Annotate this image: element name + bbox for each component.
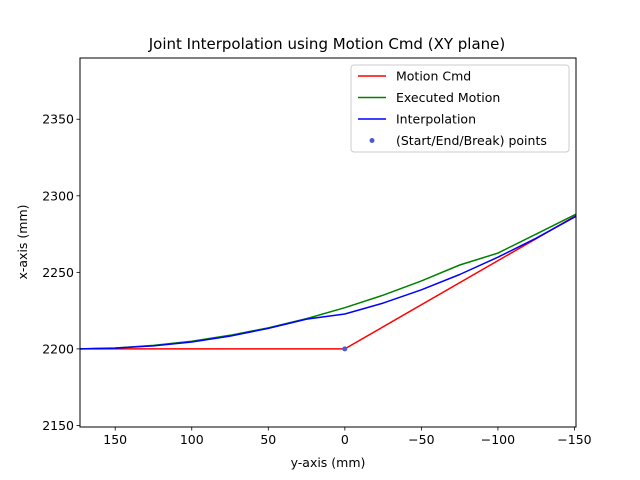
- x-tick-label: 50: [260, 432, 276, 447]
- x-tick-label: 150: [103, 432, 127, 447]
- x-tick-label: −50: [408, 432, 434, 447]
- legend: Motion Cmd Executed Motion Interpolation (S…: [350, 64, 570, 153]
- y-tick-label: 2350: [42, 112, 74, 127]
- legend-swatch: [369, 138, 375, 143]
- series-line-interpolation: [79, 215, 577, 350]
- y-axis-label: x-axis (mm): [15, 204, 30, 279]
- x-tick-label: 0: [341, 432, 349, 447]
- axis-ticks: 150 100 50 0 −50 −100 −150 2150 2200 2250 2300 2350: [42, 112, 591, 447]
- x-tick-label: −100: [481, 432, 515, 447]
- chart-title: Joint Interpolation using Motion Cmd (XY…: [148, 35, 506, 53]
- y-tick-label: 2200: [42, 341, 74, 356]
- x-axis-label: y-axis (mm): [291, 455, 366, 470]
- legend-entries: Motion Cmd Executed Motion Interpolation (S…: [358, 69, 547, 148]
- legend-label: Executed Motion: [396, 90, 500, 105]
- legend-label: Motion Cmd: [396, 69, 471, 84]
- plot-area: [79, 213, 577, 352]
- y-tick-label: 2300: [42, 188, 74, 203]
- axes-frame: [79, 57, 577, 428]
- x-tick-label: 100: [180, 432, 204, 447]
- x-tick-label: −150: [557, 432, 591, 447]
- legend-box: [350, 64, 570, 153]
- y-tick-label: 2250: [42, 265, 74, 280]
- legend-label: Interpolation: [396, 112, 476, 127]
- legend-label: (Start/End/Break) points: [396, 133, 547, 148]
- y-tick-label: 2150: [42, 418, 74, 433]
- scatter-point: [342, 346, 348, 352]
